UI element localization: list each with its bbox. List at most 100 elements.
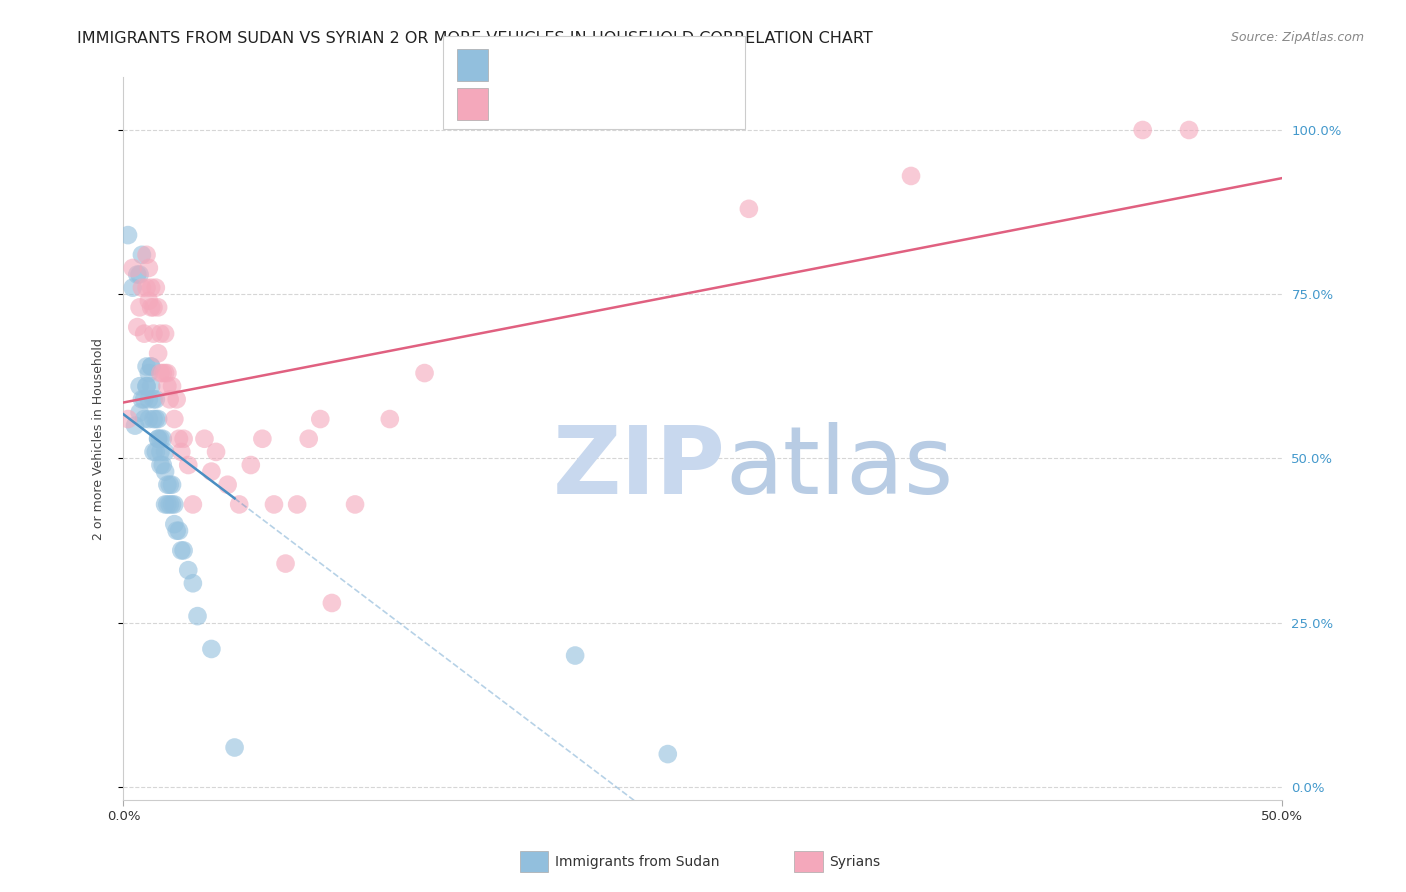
Point [378, 412, 401, 426]
Text: Source: ZipAtlas.com: Source: ZipAtlas.com [1230, 31, 1364, 45]
Text: R =: R = [499, 56, 538, 74]
Point [152, 432, 174, 446]
Point [152, 366, 174, 380]
Point [156, 379, 179, 393]
Point [131, 280, 153, 294]
Point [135, 379, 157, 393]
Point [152, 458, 174, 472]
Point [900, 169, 922, 183]
Text: -0.419: -0.419 [541, 56, 602, 74]
Point [142, 392, 165, 407]
Point [156, 477, 179, 491]
Point [170, 543, 193, 558]
Text: ZIP: ZIP [553, 422, 725, 514]
Point [145, 412, 167, 426]
Point [138, 366, 160, 380]
Point [163, 498, 186, 512]
Point [146, 432, 169, 446]
Point [173, 432, 195, 446]
Point [160, 379, 183, 393]
Point [186, 609, 208, 624]
Text: 56: 56 [671, 56, 690, 74]
Point [181, 576, 204, 591]
Point [149, 326, 172, 341]
Point [200, 465, 222, 479]
Point [344, 498, 367, 512]
Point [141, 359, 163, 374]
Point [163, 412, 186, 426]
Point [177, 563, 200, 577]
Point [134, 326, 156, 341]
Point [149, 432, 172, 446]
Point [167, 432, 190, 446]
Point [156, 366, 179, 380]
Point [135, 280, 157, 294]
Text: N =: N = [613, 95, 673, 113]
Point [298, 432, 321, 446]
Point [309, 412, 332, 426]
Point [149, 458, 172, 472]
Point [160, 498, 183, 512]
Point [135, 379, 157, 393]
Point [149, 445, 172, 459]
Point [138, 412, 160, 426]
Point [131, 248, 153, 262]
Point [564, 648, 586, 663]
Point [224, 740, 246, 755]
Point [134, 412, 156, 426]
Point [228, 498, 250, 512]
Point [146, 301, 169, 315]
Point [166, 524, 188, 538]
Point [285, 498, 308, 512]
Point [159, 392, 181, 407]
Point [167, 524, 190, 538]
Point [128, 301, 150, 315]
Point [146, 346, 169, 360]
Point [142, 326, 165, 341]
Point [138, 293, 160, 308]
Point [142, 445, 165, 459]
Point [146, 432, 169, 446]
Point [657, 747, 679, 761]
Point [153, 465, 176, 479]
Point [177, 458, 200, 472]
Point [193, 432, 215, 446]
Point [159, 477, 181, 491]
Point [1178, 123, 1201, 137]
Point [141, 280, 163, 294]
Point [121, 280, 143, 294]
Point [145, 392, 167, 407]
Text: R =: R = [499, 95, 538, 113]
Point [153, 445, 176, 459]
Text: Syrians: Syrians [830, 855, 880, 869]
Point [170, 445, 193, 459]
Point [153, 326, 176, 341]
Point [153, 366, 176, 380]
Point [146, 412, 169, 426]
Point [156, 498, 179, 512]
Point [128, 268, 150, 282]
Point [138, 392, 160, 407]
Text: N =: N = [613, 56, 673, 74]
Point [131, 392, 153, 407]
Point [200, 642, 222, 657]
Point [205, 445, 228, 459]
Point [160, 477, 183, 491]
Point [263, 498, 285, 512]
Point [128, 405, 150, 419]
Point [413, 366, 436, 380]
Point [134, 392, 156, 407]
Text: Immigrants from Sudan: Immigrants from Sudan [555, 855, 720, 869]
Point [135, 248, 157, 262]
Text: atlas: atlas [725, 422, 953, 514]
Point [163, 517, 186, 532]
Point [128, 379, 150, 393]
Point [173, 543, 195, 558]
Point [142, 412, 165, 426]
Point [181, 498, 204, 512]
Point [153, 498, 176, 512]
Point [141, 301, 163, 315]
Point [145, 445, 167, 459]
Point [239, 458, 262, 472]
Point [124, 418, 146, 433]
